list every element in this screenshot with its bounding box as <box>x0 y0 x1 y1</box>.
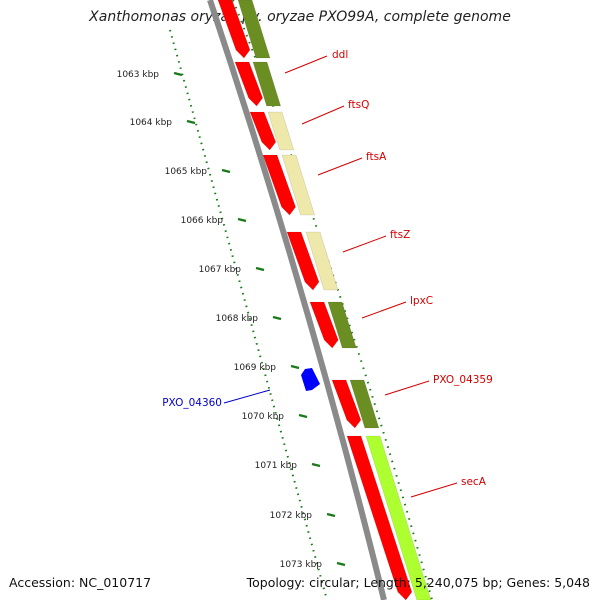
gene-features <box>217 0 432 600</box>
ruler-tick-mark <box>311 462 321 468</box>
gene-leader-line <box>301 105 345 125</box>
cds-arrow[interactable] <box>249 111 277 151</box>
ruler-tick-mark <box>290 364 300 370</box>
gene-labels: ddl ftsQ ftsA ftsZ lpxC PXO_04359 secA PXO_0436… <box>162 49 493 498</box>
gene-label[interactable]: PXO_04359 <box>433 374 493 386</box>
gene-leader-line <box>342 235 387 253</box>
ruler-tick-label: 1071 kbp <box>255 461 298 471</box>
ruler-tick-label: 1064 kbp <box>130 118 173 128</box>
ruler-tick-label: 1070 kbp <box>242 412 285 422</box>
ruler-tick-label: 1065 kbp <box>165 167 208 177</box>
ruler-tick-mark <box>298 413 308 419</box>
gene-label[interactable]: ftsA <box>366 151 387 163</box>
gene-block[interactable] <box>327 301 357 349</box>
gene-label[interactable]: lpxC <box>410 295 433 307</box>
gene-block[interactable] <box>365 435 432 600</box>
gene-label[interactable]: PXO_04360 <box>162 397 222 409</box>
gene-block[interactable] <box>305 231 339 291</box>
ruler-tick-mark <box>173 71 183 77</box>
genome-backbone <box>207 0 387 600</box>
gene-leader-line <box>410 482 458 498</box>
genome-stats-text: Topology: circular; Length: 5,240,075 bp… <box>246 575 590 590</box>
cds-arrow[interactable] <box>309 301 339 349</box>
cds-arrow[interactable] <box>346 435 413 600</box>
ruler-tick-label: 1073 kbp <box>280 560 323 570</box>
ruler-tick-mark <box>326 512 336 518</box>
ruler-ticks: 1063 kbp 1064 kbp 1065 kbp 1066 kbp 1067 kbp… <box>117 70 346 570</box>
ruler-tick-label: 1063 kbp <box>117 70 160 80</box>
gene-block-reverse[interactable] <box>301 368 320 391</box>
ruler-tick-mark <box>255 266 265 272</box>
ruler-tick-mark <box>237 217 247 223</box>
gene-leader-line <box>361 301 407 319</box>
gene-block[interactable] <box>281 154 316 216</box>
ruler-tick-label: 1069 kbp <box>234 363 277 373</box>
ruler-tick-label: 1072 kbp <box>270 511 313 521</box>
gene-label[interactable]: secA <box>461 476 487 488</box>
ruler-tick-mark <box>336 561 346 567</box>
ruler-tick-label: 1068 kbp <box>216 314 259 324</box>
cds-arrow[interactable] <box>262 154 296 216</box>
gene-leader-line <box>223 389 271 404</box>
gene-leader-line <box>384 380 430 396</box>
gene-block[interactable] <box>237 0 271 59</box>
map-title: Xanthomonas oryzae pv. oryzae PXO99A, co… <box>89 9 511 25</box>
gene-block[interactable] <box>252 61 282 107</box>
gene-block[interactable] <box>349 379 380 429</box>
gene-leader-line <box>317 157 363 176</box>
cds-arrow[interactable] <box>286 231 320 291</box>
cds-arrow[interactable] <box>234 61 263 107</box>
gene-block[interactable] <box>267 111 295 151</box>
gene-leader-line <box>284 55 328 74</box>
ruler-tick-label: 1067 kbp <box>199 265 242 275</box>
cds-arrow[interactable] <box>217 0 251 59</box>
gene-label[interactable]: ftsQ <box>348 99 369 111</box>
gene-label[interactable]: ddl <box>332 49 348 61</box>
ruler-tick-label: 1066 kbp <box>181 216 224 226</box>
cds-arrow[interactable] <box>331 379 362 429</box>
ruler-tick-mark <box>272 315 282 321</box>
ruler-tick-mark <box>221 168 231 174</box>
ruler-tick-mark <box>186 119 196 125</box>
accession-text: Accession: NC_010717 <box>9 575 152 590</box>
gene-label[interactable]: ftsZ <box>390 229 410 241</box>
